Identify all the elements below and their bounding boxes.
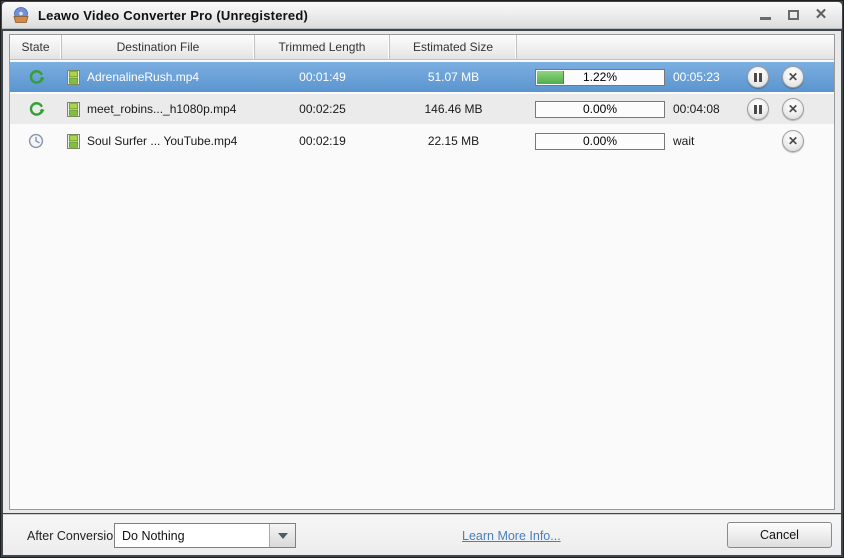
main-area: State Destination File Trimmed Length Es… xyxy=(3,31,841,513)
pause-button[interactable] xyxy=(747,98,769,120)
remove-task-button[interactable]: ✕ xyxy=(782,66,804,88)
progress-bar: 0.00% xyxy=(535,132,665,150)
column-header-destination-file: Destination File xyxy=(62,35,255,59)
file-cell: AdrenalineRush.mp4 xyxy=(62,69,255,85)
pause-button[interactable] xyxy=(747,66,769,88)
progress-percent-label: 0.00% xyxy=(582,101,618,116)
remove-task-button[interactable]: ✕ xyxy=(782,98,804,120)
app-icon xyxy=(13,6,29,23)
video-file-icon xyxy=(67,133,80,149)
title-bar: Leawo Video Converter Pro (Unregistered)… xyxy=(2,2,842,29)
progress-bar-fill xyxy=(537,70,564,84)
cancel-button[interactable]: Cancel xyxy=(727,522,832,548)
file-cell: Soul Surfer ... YouTube.mp4 xyxy=(62,133,255,149)
table-row[interactable]: meet_robins..._h1080p.mp4 00:02:25 146.4… xyxy=(10,94,834,124)
dropdown-arrow-button[interactable] xyxy=(269,524,295,547)
after-conversion-value: Do Nothing xyxy=(122,528,185,543)
state-cell xyxy=(10,69,62,86)
converting-icon xyxy=(29,101,45,116)
after-conversion-dropdown[interactable]: Do Nothing xyxy=(114,523,296,548)
learn-more-link[interactable]: Learn More Info... xyxy=(462,528,561,543)
time-remaining: wait xyxy=(673,134,695,148)
trimmed-length-value: 00:02:25 xyxy=(299,102,346,116)
waiting-clock-icon xyxy=(28,133,44,149)
table-header: State Destination File Trimmed Length Es… xyxy=(10,35,834,60)
table-row[interactable]: AdrenalineRush.mp4 00:01:49 51.07 MB 1.2… xyxy=(10,62,834,92)
column-header-estimated-size: Estimated Size xyxy=(390,35,517,59)
window-controls: ✕ xyxy=(758,6,832,23)
time-remaining: 00:04:08 xyxy=(673,102,720,116)
trimmed-length-value: 00:02:19 xyxy=(299,134,346,148)
remove-task-button[interactable]: ✕ xyxy=(782,130,804,152)
maximize-button[interactable] xyxy=(786,8,800,22)
file-cell: meet_robins..._h1080p.mp4 xyxy=(62,101,255,117)
destination-file-name: meet_robins..._h1080p.mp4 xyxy=(87,102,237,116)
estimated-size-value: 22.15 MB xyxy=(427,134,480,148)
footer-bar: After Conversion: Do Nothing Learn More … xyxy=(3,514,841,555)
destination-file-name: Soul Surfer ... YouTube.mp4 xyxy=(87,134,238,148)
video-file-icon xyxy=(67,69,80,85)
progress-percent-label: 0.00% xyxy=(582,133,618,148)
table-row[interactable]: Soul Surfer ... YouTube.mp4 00:02:19 22.… xyxy=(10,126,834,156)
minimize-icon xyxy=(759,17,771,20)
state-cell xyxy=(10,133,62,149)
window-title: Leawo Video Converter Pro (Unregistered) xyxy=(38,7,308,23)
close-icon: ✕ xyxy=(814,6,828,23)
maximize-icon xyxy=(787,10,799,20)
converting-icon xyxy=(29,69,45,84)
pause-icon xyxy=(754,104,762,114)
progress-bar: 1.22% xyxy=(535,68,665,86)
after-conversion-label: After Conversion: xyxy=(27,528,124,543)
progress-percent-label: 1.22% xyxy=(582,69,618,84)
close-button[interactable]: ✕ xyxy=(814,6,828,23)
estimated-size-value: 146.46 MB xyxy=(424,102,483,116)
column-header-state: State xyxy=(10,35,62,59)
column-header-progress xyxy=(517,35,834,59)
pause-icon xyxy=(754,72,762,82)
column-header-trimmed-length: Trimmed Length xyxy=(255,35,390,59)
destination-file-name: AdrenalineRush.mp4 xyxy=(87,70,200,84)
chevron-down-icon xyxy=(277,532,288,539)
video-file-icon xyxy=(67,101,80,117)
trimmed-length-value: 00:01:49 xyxy=(299,70,346,84)
table-body: AdrenalineRush.mp4 00:01:49 51.07 MB 1.2… xyxy=(10,62,834,156)
conversion-list-panel: State Destination File Trimmed Length Es… xyxy=(9,34,835,510)
progress-bar: 0.00% xyxy=(535,100,665,118)
estimated-size-value: 51.07 MB xyxy=(427,70,480,84)
minimize-button[interactable] xyxy=(758,8,772,22)
state-cell xyxy=(10,101,62,118)
time-remaining: 00:05:23 xyxy=(673,70,720,84)
